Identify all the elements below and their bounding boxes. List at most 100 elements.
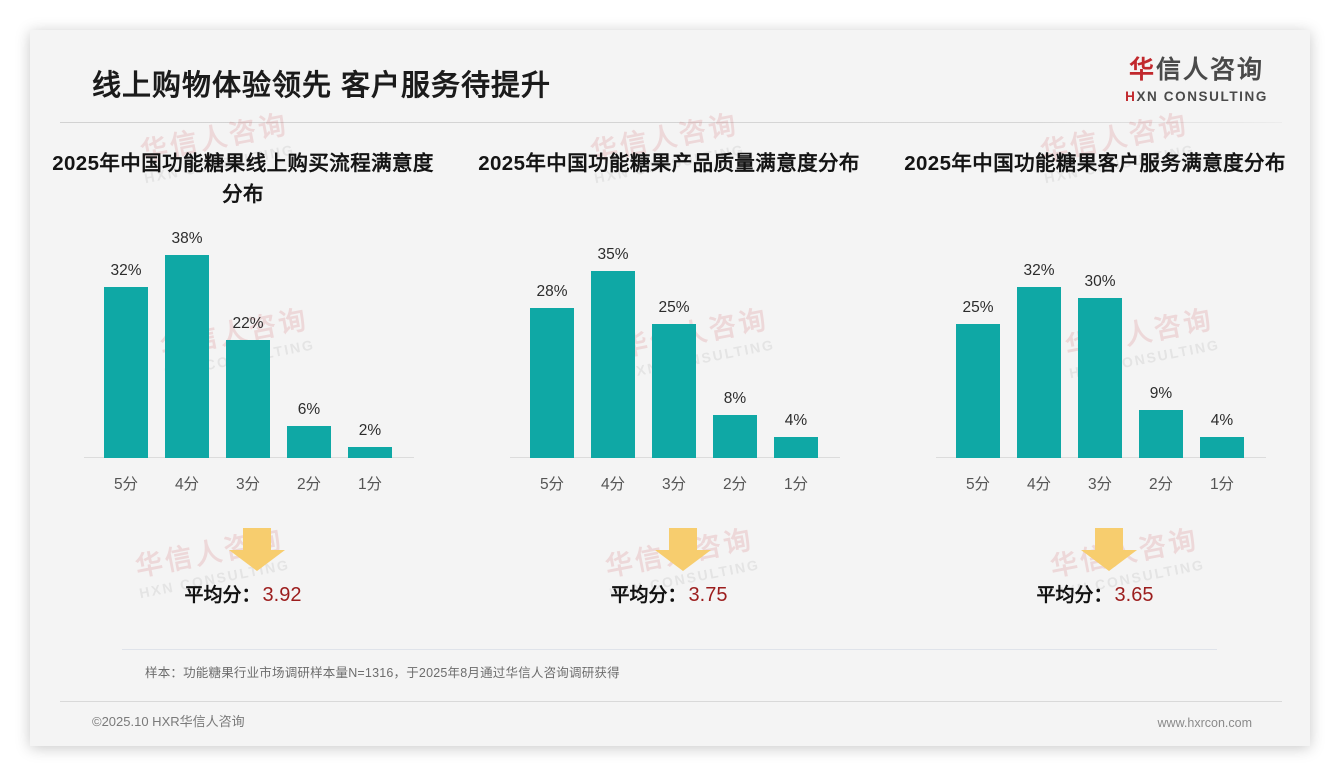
slide-header: 线上购物体验领先 客户服务待提升 华信人咨询 HXN CONSULTING: [30, 30, 1310, 122]
average-label: 平均分：: [610, 585, 687, 606]
bar[interactable]: [348, 447, 392, 458]
bar-column[interactable]: 6%: [281, 218, 337, 458]
x-tick-label: 5分: [965, 476, 991, 493]
bar[interactable]: [104, 286, 148, 458]
bar-column[interactable]: 22%: [220, 218, 276, 458]
bar-column[interactable]: 25%: [646, 218, 702, 458]
bar-value-label: 30%: [1084, 272, 1116, 290]
slide-card: 线上购物体验领先 客户服务待提升 华信人咨询 HXN CONSULTING 华信…: [30, 30, 1310, 746]
chart-panel: 2025年中国功能糖果线上购买流程满意度分布 32% 38% 22% 6% 2% 5分 4…: [30, 134, 456, 632]
average-value: 3.92: [262, 584, 302, 606]
down-arrow-icon: [653, 528, 713, 572]
bar-value-label: 6%: [297, 400, 321, 418]
bar[interactable]: [1017, 286, 1061, 458]
bar[interactable]: [165, 254, 209, 458]
sample-footnote: 样本：功能糖果行业市场调研样本量N=1316，于2025年8月通过华信人咨询调研…: [145, 666, 620, 680]
header-divider: [60, 122, 1282, 123]
bar-chart: 32% 38% 22% 6% 2% 5分 4分 3分 2分 1分: [84, 218, 414, 518]
footer-divider: [60, 701, 1282, 702]
page-title: 线上购物体验领先 客户服务待提升: [92, 70, 552, 102]
copyright-text: ©2025.10 HXR华信人咨询: [92, 714, 245, 729]
bar[interactable]: [713, 415, 757, 458]
bar-value-label: 4%: [784, 411, 808, 429]
bar-column[interactable]: 32%: [98, 218, 154, 458]
x-tick-label: 4分: [1026, 476, 1052, 493]
logo-english-highlight: H: [1125, 89, 1137, 104]
bar-series: 28% 35% 25% 8% 4%: [524, 218, 824, 458]
x-tick-label: 3分: [1087, 476, 1113, 493]
x-tick-label: 2分: [722, 476, 748, 493]
bar[interactable]: [226, 340, 270, 458]
bar[interactable]: [287, 425, 331, 458]
bar-column[interactable]: 4%: [1194, 218, 1250, 458]
down-arrow-icon: [227, 528, 287, 572]
bar-value-label: 38%: [171, 229, 203, 247]
x-tick-label: 4分: [174, 476, 200, 493]
bar-column[interactable]: 28%: [524, 218, 580, 458]
bar-chart: 25% 32% 30% 9% 4% 5分 4分 3分 2分 1分: [936, 218, 1266, 518]
x-tick-label: 1分: [783, 476, 809, 493]
bar-value-label: 28%: [536, 283, 568, 301]
charts-container: 2025年中国功能糖果线上购买流程满意度分布 32% 38% 22% 6% 2% 5分 4…: [30, 134, 1310, 632]
logo-english-rest: XN CONSULTING: [1136, 89, 1268, 104]
brand-logo: 华信人咨询 HXN CONSULTING: [1125, 58, 1268, 104]
bar-column[interactable]: 25%: [950, 218, 1006, 458]
bar-column[interactable]: 4%: [768, 218, 824, 458]
bar-series: 32% 38% 22% 6% 2%: [98, 218, 398, 458]
bar[interactable]: [1200, 436, 1244, 458]
bar-column[interactable]: 2%: [342, 218, 398, 458]
logo-chinese-rest: 信人咨询: [1156, 56, 1265, 84]
bar-value-label: 32%: [1023, 261, 1055, 279]
average-label: 平均分：: [184, 585, 261, 606]
x-axis-tick-labels: 5分 4分 3分 2分 1分: [950, 472, 1250, 502]
bar[interactable]: [530, 308, 574, 458]
x-tick-label: 5分: [113, 476, 139, 493]
bar-value-label: 32%: [110, 261, 142, 279]
bar[interactable]: [956, 324, 1000, 458]
x-axis-tick-labels: 5分 4分 3分 2分 1分: [524, 472, 824, 502]
average-callout: 平均分： 3.75: [470, 522, 868, 632]
x-tick-label: 1分: [357, 476, 383, 493]
down-arrow-icon: [1079, 528, 1139, 572]
bar-value-label: 35%: [597, 245, 629, 263]
bar[interactable]: [774, 436, 818, 458]
bar-series: 25% 32% 30% 9% 4%: [950, 218, 1250, 458]
footnote-divider: [122, 649, 1217, 650]
bar-value-label: 25%: [658, 299, 690, 317]
chart-panel: 2025年中国功能糖果客户服务满意度分布 25% 32% 30% 9% 4% 5分 4分 3…: [882, 134, 1308, 632]
average-value: 3.65: [1114, 584, 1154, 606]
x-tick-label: 1分: [1209, 476, 1235, 493]
bar-value-label: 8%: [723, 390, 747, 408]
chart-title: 2025年中国功能糖果客户服务满意度分布: [904, 152, 1286, 175]
average-score: 平均分： 3.75: [611, 580, 728, 607]
bar-value-label: 22%: [232, 315, 264, 333]
bar-column[interactable]: 32%: [1011, 218, 1067, 458]
x-tick-label: 3分: [235, 476, 261, 493]
bar-column[interactable]: 35%: [585, 218, 641, 458]
x-tick-label: 2分: [296, 476, 322, 493]
average-score: 平均分： 3.65: [1037, 580, 1154, 607]
bar-column[interactable]: 8%: [707, 218, 763, 458]
average-callout: 平均分： 3.65: [896, 522, 1294, 632]
average-value: 3.75: [688, 584, 728, 606]
bar-column[interactable]: 9%: [1133, 218, 1189, 458]
chart-panel: 2025年中国功能糖果产品质量满意度分布 28% 35% 25% 8% 4% 5分 4分 3…: [456, 134, 882, 632]
bar-column[interactable]: 38%: [159, 218, 215, 458]
bar[interactable]: [591, 270, 635, 458]
chart-title: 2025年中国功能糖果产品质量满意度分布: [478, 152, 860, 175]
bar-value-label: 25%: [962, 299, 994, 317]
bar-value-label: 4%: [1210, 411, 1234, 429]
x-axis-tick-labels: 5分 4分 3分 2分 1分: [98, 472, 398, 502]
bar[interactable]: [1139, 409, 1183, 458]
bar-chart: 28% 35% 25% 8% 4% 5分 4分 3分 2分 1分: [510, 218, 840, 518]
x-tick-label: 5分: [539, 476, 565, 493]
chart-title: 2025年中国功能糖果线上购买流程满意度分布: [52, 152, 434, 206]
website-url[interactable]: www.hxrcon.com: [1157, 716, 1252, 730]
bar-column[interactable]: 30%: [1072, 218, 1128, 458]
bar[interactable]: [1078, 297, 1122, 458]
x-tick-label: 2分: [1148, 476, 1174, 493]
bar-value-label: 9%: [1149, 384, 1173, 402]
logo-chinese: 华信人咨询: [1125, 58, 1268, 83]
logo-chinese-highlight: 华: [1129, 56, 1157, 84]
bar[interactable]: [652, 324, 696, 458]
